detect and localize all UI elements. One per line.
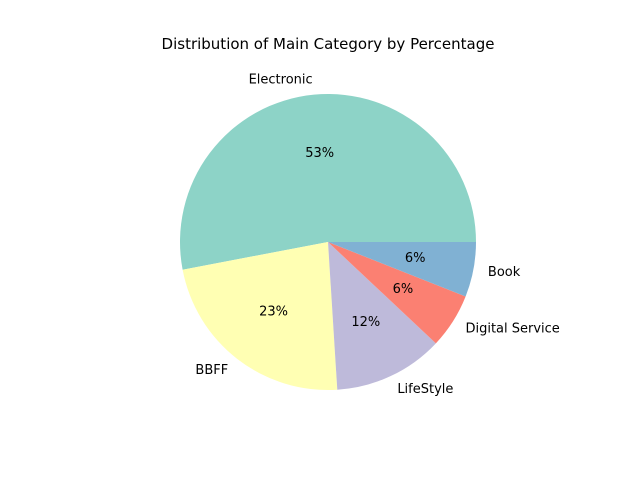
pct-label-bbff: 23%	[259, 305, 288, 320]
pie-slice-bbff	[182, 242, 338, 390]
pie-slice-book	[328, 242, 476, 297]
pct-label-book: 6%	[405, 251, 426, 266]
pie-slice-electronic	[180, 94, 476, 270]
slice-label-electronic: Electronic	[249, 72, 313, 87]
pct-label-digital-service: 6%	[393, 282, 414, 297]
slice-label-lifestyle: LifeStyle	[397, 382, 453, 397]
slice-label-book: Book	[488, 265, 521, 280]
pie-slices	[180, 94, 476, 390]
pct-label-lifestyle: 12%	[351, 315, 380, 330]
slice-label-bbff: BBFF	[195, 363, 228, 378]
chart-title: Distribution of Main Category by Percent…	[162, 35, 495, 53]
pie-labels: 53% Electronic 23% BBFF 12% LifeStyle 6% Digita…	[195, 72, 559, 396]
slice-label-digital-service: Digital Service	[465, 322, 559, 337]
pie-slice-digital-service	[328, 242, 466, 344]
pie-slice-lifestyle	[328, 242, 436, 390]
pct-label-electronic: 53%	[305, 146, 334, 161]
